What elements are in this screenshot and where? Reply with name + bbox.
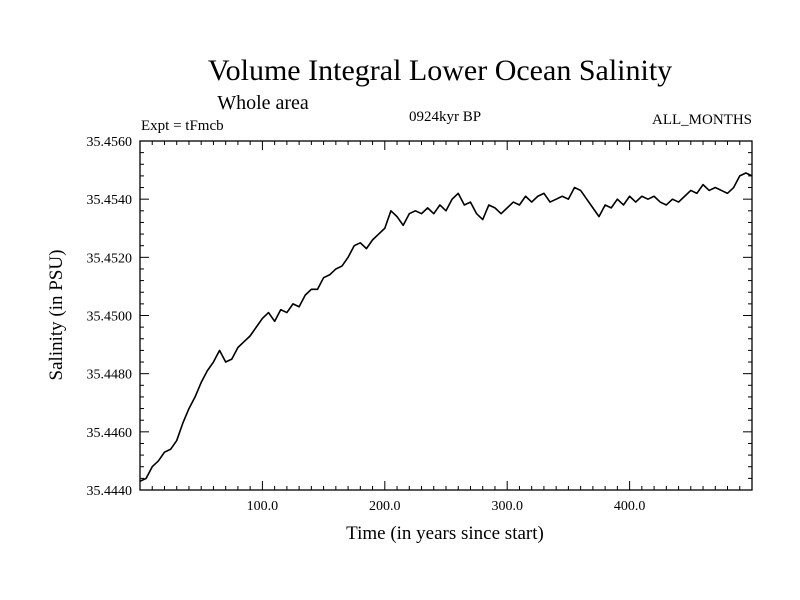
y-tick-label: 35.4460 <box>87 426 133 441</box>
y-tick-label: 35.4480 <box>87 368 133 383</box>
y-tick-label: 35.4540 <box>87 193 133 208</box>
experiment-label: Expt = tFmcb <box>141 118 224 134</box>
plot-frame <box>139 140 753 491</box>
salinity-series-line <box>139 172 753 483</box>
y-tick-label: 35.4520 <box>87 251 133 266</box>
x-axis-label: Time (in years since start) <box>346 523 544 544</box>
chart-title: Volume Integral Lower Ocean Salinity <box>208 54 672 87</box>
x-tick-label: 100.0 <box>247 499 279 514</box>
y-tick-label: 35.4560 <box>87 135 133 150</box>
x-tick-label: 400.0 <box>614 499 646 514</box>
y-axis-label: Salinity (in PSU) <box>46 250 67 381</box>
x-tick-label: 200.0 <box>369 499 401 514</box>
period-label: 0924kyr BP <box>409 109 481 125</box>
plot-area: 100.0 200.0 300.0 400.0 35.4440 35.4460 35.448… <box>87 135 753 514</box>
y-tick-label: 35.4440 <box>87 484 133 499</box>
months-label: ALL_MONTHS <box>652 112 752 128</box>
chart-subtitle: Whole area <box>217 92 309 114</box>
x-tick-label: 300.0 <box>491 499 523 514</box>
y-tick-label: 35.4500 <box>87 310 133 325</box>
